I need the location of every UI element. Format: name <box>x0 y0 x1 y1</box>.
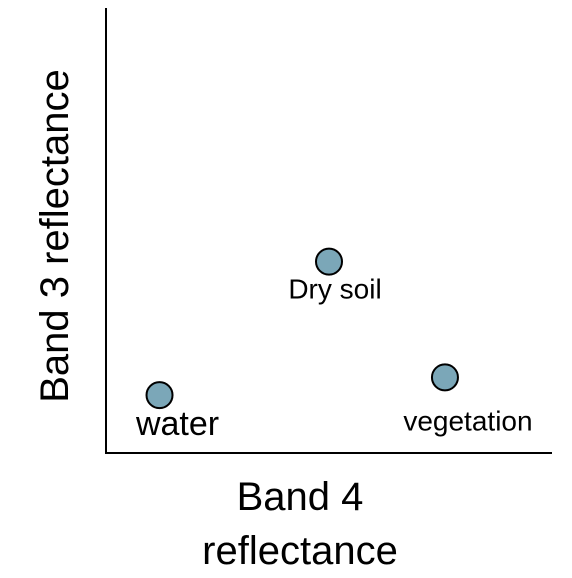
y-axis-label: Band 3 reflectance <box>33 69 77 403</box>
point-label: Dry soil <box>288 274 381 305</box>
point <box>430 363 459 392</box>
point <box>315 247 343 276</box>
point-label: water <box>135 405 219 443</box>
x-axis-label: Band 4 reflectance <box>202 475 398 573</box>
point-label: vegetation <box>403 405 532 436</box>
point <box>145 381 174 410</box>
